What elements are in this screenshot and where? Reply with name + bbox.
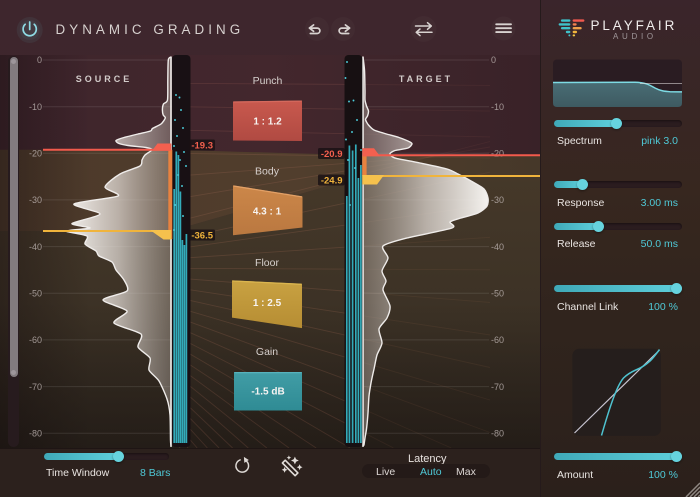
svg-text:0: 0 — [491, 55, 496, 65]
svg-text:0: 0 — [37, 55, 42, 65]
svg-text:1 : 2.5: 1 : 2.5 — [253, 298, 282, 309]
svg-text:-20: -20 — [29, 149, 42, 159]
svg-text:-10: -10 — [29, 102, 42, 112]
svg-text:-50: -50 — [29, 288, 42, 298]
svg-text:-19.3: -19.3 — [191, 141, 213, 152]
svg-text:4.3 : 1: 4.3 : 1 — [253, 207, 282, 218]
svg-text:PLAYFAIR: PLAYFAIR — [591, 18, 678, 33]
svg-text:-40: -40 — [29, 242, 42, 252]
svg-text:-60: -60 — [29, 335, 42, 345]
svg-text:-30: -30 — [491, 195, 504, 205]
svg-text:1 : 1.2: 1 : 1.2 — [253, 117, 282, 128]
svg-text:-50: -50 — [491, 288, 504, 298]
svg-text:Punch: Punch — [253, 75, 283, 87]
svg-text:-36.5: -36.5 — [191, 231, 213, 242]
svg-text:-10: -10 — [491, 102, 504, 112]
svg-text:-70: -70 — [491, 382, 504, 392]
svg-text:SOURCE: SOURCE — [76, 74, 133, 84]
svg-text:-80: -80 — [29, 428, 42, 438]
svg-text:-80: -80 — [491, 428, 504, 438]
svg-text:-60: -60 — [491, 335, 504, 345]
svg-text:AUDIO: AUDIO — [613, 32, 657, 41]
svg-text:TARGET: TARGET — [399, 74, 453, 84]
svg-text:-20.9: -20.9 — [321, 149, 343, 160]
svg-text:-24.9: -24.9 — [321, 176, 343, 187]
svg-text:-40: -40 — [491, 242, 504, 252]
svg-text:-20: -20 — [491, 149, 504, 159]
svg-text:Floor: Floor — [255, 257, 279, 269]
svg-text:-70: -70 — [29, 382, 42, 392]
svg-text:-30: -30 — [29, 195, 42, 205]
svg-text:Body: Body — [255, 166, 280, 178]
svg-text:-1.5 dB: -1.5 dB — [251, 387, 284, 398]
svg-text:Gain: Gain — [256, 346, 278, 358]
